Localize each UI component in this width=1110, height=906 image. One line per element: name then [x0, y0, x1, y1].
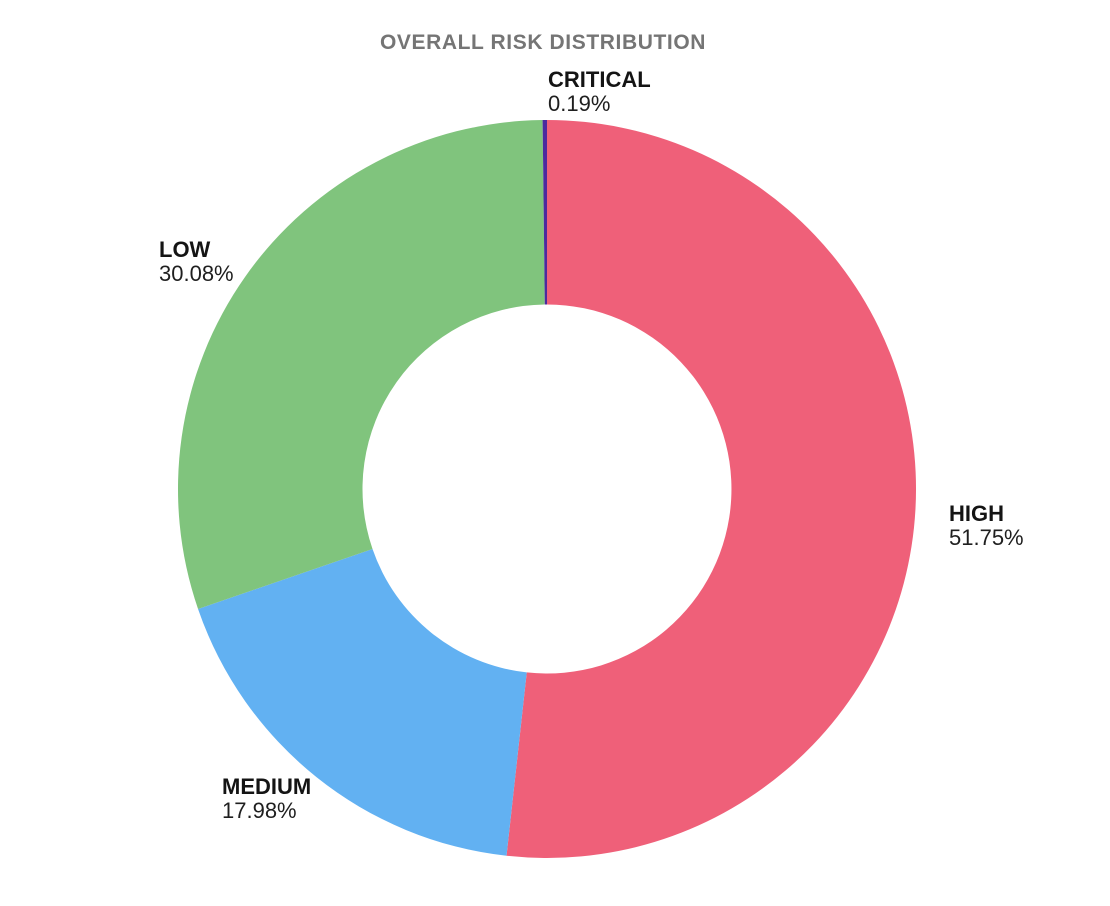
- slice-label-low-name: LOW: [159, 237, 211, 262]
- slice-label-high-name: HIGH: [949, 501, 1004, 526]
- slice-label-high: HIGH 51.75%: [949, 502, 1024, 550]
- slice-label-medium: MEDIUM 17.98%: [222, 775, 311, 823]
- pie-slice-high[interactable]: [506, 120, 917, 859]
- slice-label-critical: CRITICAL 0.19%: [548, 68, 651, 116]
- pie-slice-low[interactable]: [177, 120, 545, 609]
- slice-label-medium-name: MEDIUM: [222, 774, 312, 799]
- pie-slice-critical[interactable]: [542, 120, 547, 305]
- slice-label-high-pct: 51.75%: [949, 525, 1024, 550]
- slice-label-critical-name: CRITICAL: [548, 67, 651, 92]
- slice-label-medium-pct: 17.98%: [222, 798, 297, 823]
- slice-label-critical-pct: 0.19%: [548, 91, 611, 116]
- chart-title: OVERALL RISK DISTRIBUTION: [379, 31, 707, 54]
- slice-label-low: LOW 30.08%: [159, 238, 234, 286]
- slice-label-low-pct: 30.08%: [159, 261, 234, 286]
- pie-slice-medium[interactable]: [198, 548, 527, 856]
